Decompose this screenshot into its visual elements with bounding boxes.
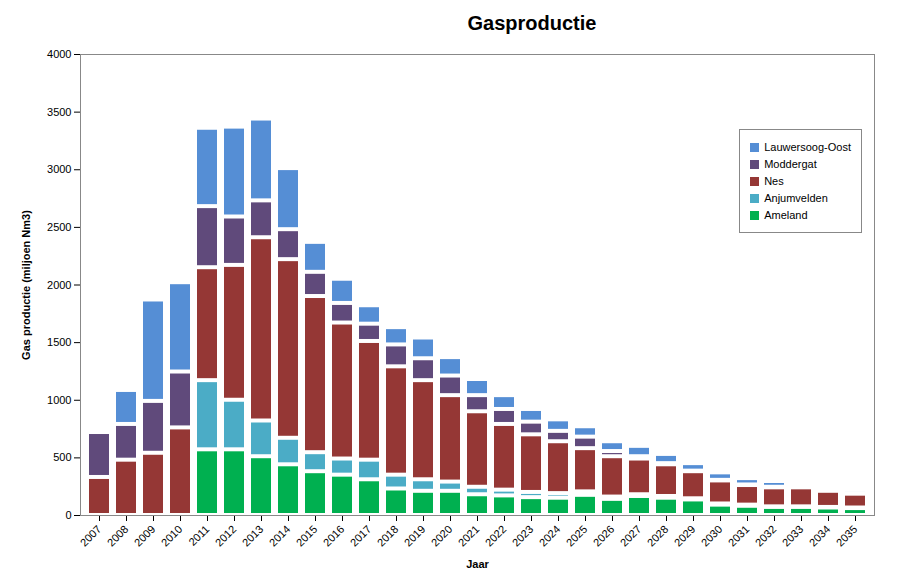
svg-text:2009: 2009	[132, 523, 158, 549]
svg-text:2010: 2010	[159, 523, 185, 549]
svg-text:1000: 1000	[47, 394, 71, 406]
svg-text:2007: 2007	[78, 523, 104, 549]
svg-text:2011: 2011	[186, 523, 211, 548]
svg-text:2028: 2028	[645, 523, 671, 549]
html-text:Nes: Nes	[764, 175, 784, 187]
svg-text:2031: 2031	[726, 523, 752, 549]
svg-text:2012: 2012	[213, 523, 239, 549]
svg-text:Jaar: Jaar	[466, 558, 489, 570]
html-text:Lauwersoog-Oost: Lauwersoog-Oost	[764, 141, 851, 153]
svg-text:1500: 1500	[47, 336, 71, 348]
html-text:Moddergat: Moddergat	[764, 158, 817, 170]
svg-text:2015: 2015	[294, 523, 320, 549]
svg-text:2022: 2022	[483, 523, 509, 549]
svg-text:2021: 2021	[456, 523, 482, 549]
svg-text:2000: 2000	[47, 279, 71, 291]
svg-text:2034: 2034	[807, 523, 833, 549]
svg-text:500: 500	[53, 451, 71, 463]
svg-text:2025: 2025	[564, 523, 590, 549]
svg-text:2030: 2030	[699, 523, 725, 549]
svg-text:2032: 2032	[753, 523, 779, 549]
svg-text:3000: 3000	[47, 163, 71, 175]
svg-text:2017: 2017	[348, 523, 374, 549]
svg-text:Gas productie (miljoen Nm3): Gas productie (miljoen Nm3)	[20, 210, 32, 360]
svg-text:2026: 2026	[591, 523, 617, 549]
svg-text:2035: 2035	[834, 523, 860, 549]
svg-text:0: 0	[65, 509, 71, 521]
svg-text:2029: 2029	[672, 523, 698, 549]
html-text:Anjumvelden: Anjumvelden	[764, 192, 828, 204]
html-text:Ameland: Ameland	[764, 209, 808, 221]
svg-text:2027: 2027	[618, 523, 644, 549]
svg-text:4000: 4000	[47, 48, 71, 60]
svg-text:2019: 2019	[402, 523, 428, 549]
svg-text:2500: 2500	[47, 221, 71, 233]
svg-text:2014: 2014	[267, 523, 293, 549]
svg-text:2023: 2023	[510, 523, 536, 549]
svg-text:2018: 2018	[375, 523, 401, 549]
svg-text:2013: 2013	[240, 523, 266, 549]
svg-text:2008: 2008	[105, 523, 131, 549]
svg-text:2020: 2020	[429, 523, 455, 549]
svg-text:2016: 2016	[321, 523, 347, 549]
svg-text:3500: 3500	[47, 106, 71, 118]
svg-text:2024: 2024	[537, 523, 563, 549]
html-text:Gasproductie: Gasproductie	[467, 12, 597, 34]
svg-text:2033: 2033	[780, 523, 806, 549]
